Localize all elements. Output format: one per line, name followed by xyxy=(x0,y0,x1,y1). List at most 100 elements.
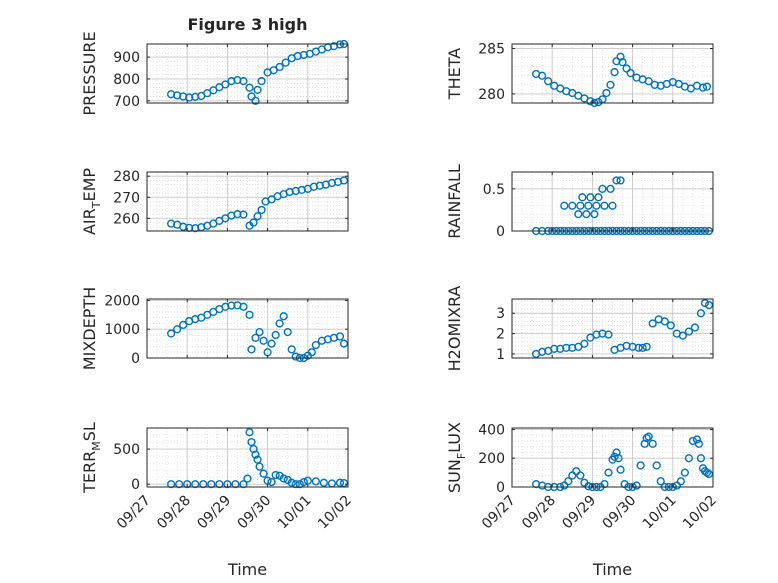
x-tick-label: 09/27 xyxy=(114,493,154,533)
data-point xyxy=(564,477,573,486)
data-point xyxy=(257,205,266,215)
data-point xyxy=(638,343,647,352)
y-axis-label: MIXDEPTH xyxy=(80,287,99,370)
y-tick-label: 2 xyxy=(496,327,505,343)
data-point xyxy=(606,80,615,89)
y-axis-label: RAINFALL xyxy=(445,164,464,239)
data-point xyxy=(562,343,571,352)
data-point xyxy=(676,477,685,486)
data-point xyxy=(245,428,254,437)
data-point xyxy=(666,321,675,330)
data-point xyxy=(704,301,714,310)
data-point xyxy=(191,480,200,489)
data-point xyxy=(295,480,304,489)
data-point xyxy=(259,469,268,478)
data-point xyxy=(283,327,292,337)
data-point xyxy=(311,340,320,350)
data-point xyxy=(253,212,262,221)
y-tick-label: 700 xyxy=(113,94,140,110)
x-tick-label: 10/01 xyxy=(640,493,680,533)
data-point xyxy=(568,201,577,210)
data-point xyxy=(287,478,296,487)
data-point xyxy=(694,439,704,448)
data-point xyxy=(586,193,595,202)
y-axis-label: H2OMIXRA xyxy=(445,286,464,372)
data-point xyxy=(255,462,264,471)
data-point xyxy=(702,82,712,91)
data-point xyxy=(247,345,256,354)
data-point xyxy=(560,201,569,210)
x-axis-label: Time xyxy=(592,560,632,579)
data-point xyxy=(696,454,706,463)
x-tick-label: 09/30 xyxy=(235,493,275,533)
x-axis-label: Time xyxy=(227,560,267,579)
data-point xyxy=(275,62,284,72)
data-point xyxy=(642,433,651,443)
data-point xyxy=(249,218,258,227)
y-tick-label: 3 xyxy=(496,306,505,322)
data-point xyxy=(279,474,288,483)
y-tick-label: 200 xyxy=(478,451,505,467)
data-point xyxy=(544,77,553,86)
axes-box xyxy=(146,171,349,232)
data-point xyxy=(335,478,345,487)
data-point xyxy=(253,455,262,464)
data-point xyxy=(632,481,641,490)
subplot-8: 0 200 400 SUNFLUX 09/27 09/28 09/29 09/30 10/01 1… xyxy=(445,422,720,579)
data-point xyxy=(590,210,599,219)
x-tick-label: 10/01 xyxy=(275,493,315,533)
data-point xyxy=(247,437,256,447)
data-point xyxy=(576,471,585,480)
x-tick-label: 09/30 xyxy=(600,493,640,533)
y-tick-label: 0 xyxy=(496,224,505,240)
data-point xyxy=(702,468,712,477)
data-point xyxy=(239,210,248,219)
data-point xyxy=(291,352,300,361)
data-point xyxy=(604,468,613,477)
data-point xyxy=(173,325,182,334)
data-point xyxy=(678,331,687,340)
data-point xyxy=(267,195,276,204)
data-point xyxy=(598,184,607,193)
data-point xyxy=(319,478,328,487)
axes-box xyxy=(511,298,714,359)
data-series xyxy=(167,176,349,233)
data-point xyxy=(692,435,702,444)
data-point xyxy=(247,92,256,101)
data-point xyxy=(698,83,708,92)
data-point xyxy=(696,309,706,318)
data-point xyxy=(233,210,242,219)
y-axis-label: SUNFLUX xyxy=(445,422,468,493)
data-point xyxy=(592,201,601,210)
subplot-4: 0 0.5 RAINFALL xyxy=(445,164,714,240)
data-point xyxy=(243,474,252,483)
data-point xyxy=(622,64,631,73)
data-point xyxy=(287,345,296,354)
data-series xyxy=(532,298,714,359)
data-point xyxy=(239,302,248,311)
y-axis-label: TERRMSL xyxy=(80,422,103,494)
data-point xyxy=(580,339,589,348)
y-tick-label: 400 xyxy=(478,422,505,438)
axes-box xyxy=(511,43,714,104)
axes-box xyxy=(146,298,349,359)
y-tick-label: 280 xyxy=(478,87,505,103)
y-tick-label: 260 xyxy=(113,211,140,227)
data-point xyxy=(207,480,216,489)
data-point xyxy=(602,88,611,98)
data-point xyxy=(634,343,643,352)
data-point xyxy=(279,312,288,321)
data-series xyxy=(532,432,714,492)
x-tick-label: 09/28 xyxy=(519,493,559,533)
data-point xyxy=(299,477,308,487)
data-point xyxy=(648,319,657,328)
y-tick-label: 500 xyxy=(113,442,140,458)
data-point xyxy=(267,339,276,348)
y-axis-label: PRESSURE xyxy=(80,31,99,115)
data-point xyxy=(560,481,569,490)
y-tick-label: 0 xyxy=(131,477,140,493)
data-point xyxy=(618,58,627,67)
data-point xyxy=(259,336,268,345)
data-point xyxy=(572,467,581,476)
